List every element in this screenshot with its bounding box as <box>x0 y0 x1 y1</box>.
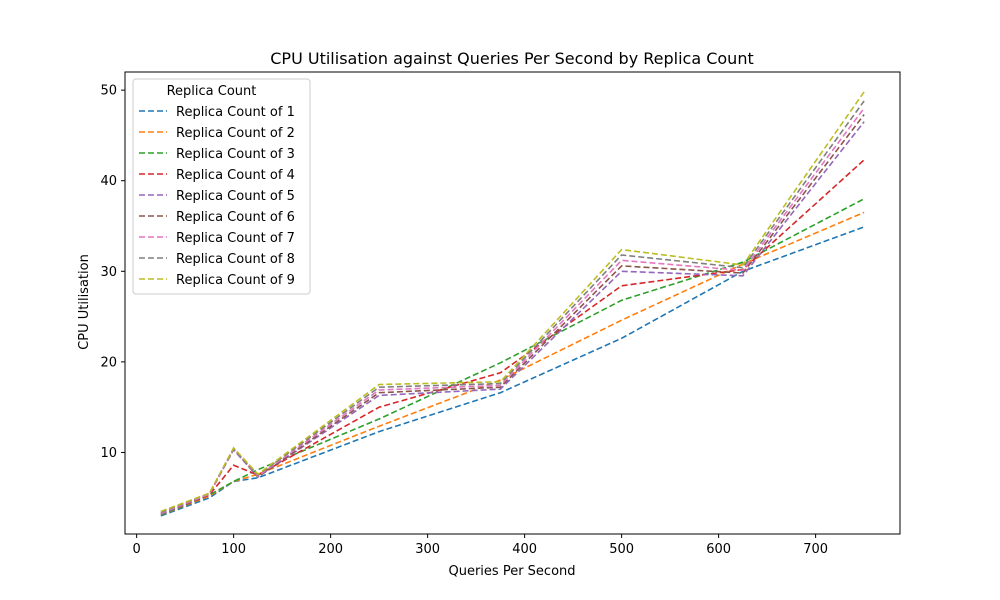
chart-title: CPU Utilisation against Queries Per Seco… <box>270 49 753 68</box>
legend-label: Replica Count of 1 <box>176 105 295 120</box>
legend: Replica Count Replica Count of 1 Replica C… <box>132 78 311 295</box>
x-tick-label: 400 <box>512 542 537 557</box>
series-line-9 <box>160 91 865 513</box>
y-tick-label: 30 <box>100 265 117 280</box>
legend-label: Replica Count of 8 <box>176 252 295 267</box>
plot-area <box>160 91 865 517</box>
legend-label: Replica Count of 2 <box>176 126 295 141</box>
axes-frame <box>124 71 901 535</box>
x-tick-label: 500 <box>609 542 634 557</box>
series-line-6 <box>160 114 865 514</box>
legend-title: Replica Count <box>167 84 257 99</box>
series-line-3 <box>160 198 865 516</box>
y-tick-label: 50 <box>100 84 117 99</box>
legend-label: Replica Count of 3 <box>176 147 295 162</box>
series-line-7 <box>160 107 865 514</box>
x-tick-label: 200 <box>318 542 343 557</box>
x-tick-label: 100 <box>221 542 246 557</box>
series-line-1 <box>160 226 865 517</box>
x-tick-label: 0 <box>132 542 140 557</box>
x-tick-label: 600 <box>706 542 731 557</box>
legend-label: Replica Count of 5 <box>176 189 295 204</box>
x-tick-label: 300 <box>415 542 440 557</box>
x-axis-label: Queries Per Second <box>448 564 575 579</box>
legend-label: Replica Count of 4 <box>176 168 295 183</box>
legend-label: Replica Count of 9 <box>176 273 295 288</box>
axis-ticks: 0 100 200 300 400 500 600 700 10 20 30 40 50 <box>100 84 828 557</box>
y-tick-label: 10 <box>100 446 117 461</box>
series-line-4 <box>160 159 865 515</box>
legend-box <box>132 78 311 295</box>
y-tick-label: 20 <box>100 355 117 370</box>
legend-label: Replica Count of 7 <box>176 231 295 246</box>
y-tick-label: 40 <box>100 174 117 189</box>
series-line-2 <box>160 211 865 516</box>
y-axis-label: CPU Utilisation <box>77 254 92 350</box>
legend-label: Replica Count of 6 <box>176 210 295 225</box>
x-tick-label: 700 <box>803 542 828 557</box>
